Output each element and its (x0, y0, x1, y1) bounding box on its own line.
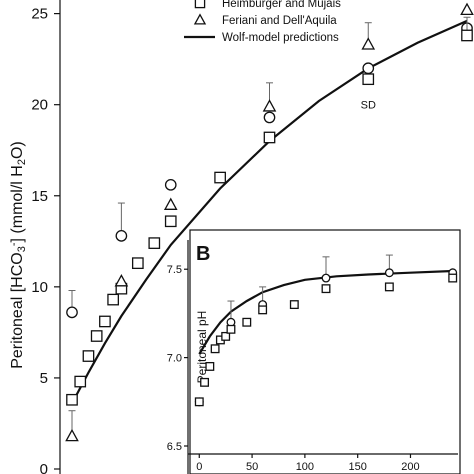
triangle-point (361, 37, 376, 50)
inset-square-point (205, 361, 215, 371)
legend-label: Feriani and Dell'Aquila (222, 15, 337, 27)
square-point (461, 29, 473, 42)
square-point (74, 375, 87, 388)
panel-b-inset-chart: 6.5 7.0 7.5 0 50 100 150 200 Peritoneal pH B (167, 229, 461, 474)
inset-square-point (321, 284, 331, 294)
inset-circle-point (321, 273, 331, 283)
circle-point (263, 111, 276, 124)
square-point (148, 237, 161, 249)
inset-square-point (200, 377, 210, 387)
legend-marker-triangle (193, 13, 207, 25)
inset-x-tick-label: 150 (349, 461, 367, 473)
inset-square-point (210, 344, 220, 354)
legend-label: Wolf-model predictions (222, 32, 339, 44)
square-point (131, 257, 144, 270)
legend-label: Heimburger and Mujais (222, 0, 341, 10)
y-tick-label-5: 5 (40, 370, 48, 387)
inset-x-tick-label: 100 (296, 461, 314, 473)
legend: Heimburger and Mujais Feriani and Dell'Aq… (184, 0, 341, 44)
annotation-sd: SD (361, 100, 376, 112)
triangle-point (262, 99, 277, 112)
inset-y-axis-label: Peritoneal pH (195, 311, 209, 384)
triangle-point (460, 2, 474, 16)
inset-square-point (242, 317, 252, 327)
square-point (164, 215, 177, 228)
inset-wolf-model-line (198, 269, 453, 355)
square-point (107, 293, 119, 306)
square-point (90, 330, 103, 342)
panel-a-chart: 0 5 10 15 20 25 Peritoneal [HCO3-] (mmol/l H2O… (8, 0, 474, 474)
inset-frame (189, 229, 461, 474)
square-point (66, 393, 78, 406)
inset-square-point (384, 282, 394, 292)
inset-y-tick-label: 7.0 (167, 353, 182, 365)
square-point (263, 131, 276, 144)
triangle-point (65, 428, 79, 442)
circle-point (164, 178, 177, 191)
triangle-point (163, 197, 178, 210)
inset-x-tick-label: 50 (246, 461, 258, 473)
inset-square-point (221, 331, 231, 341)
square-point (99, 315, 111, 328)
y-tick-label-15: 15 (31, 188, 48, 205)
circle-point (362, 62, 375, 75)
square-point (214, 171, 226, 184)
inset-square-point (226, 324, 236, 334)
inset-circle-point (384, 268, 394, 278)
y-tick-label-25: 25 (31, 6, 48, 23)
inset-square-point (194, 397, 204, 407)
inset-square-point (289, 300, 299, 310)
inset-square-point (258, 305, 268, 315)
y-tick-label-20: 20 (31, 97, 48, 114)
square-point (82, 350, 95, 362)
inset-x-tick-label: 200 (401, 461, 419, 473)
inset-x-tick-label: 0 (196, 461, 202, 473)
triangle-point (114, 274, 129, 287)
inset-y-tick-label: 6.5 (167, 441, 182, 453)
inset-square-point (448, 273, 458, 283)
series-wolf-model-line (71, 19, 468, 404)
y-axis-label: Peritoneal [HCO3-] (mmol/l H2O) (8, 141, 28, 369)
inset-panel-label: B (196, 243, 210, 265)
legend-marker-square (194, 0, 206, 9)
inset-y-tick-label: 7.5 (167, 264, 182, 276)
y-tick-label-10: 10 (31, 279, 48, 296)
circle-point (115, 229, 128, 242)
y-tick-label-0: 0 (40, 461, 48, 474)
circle-point (66, 306, 78, 319)
square-point (362, 73, 375, 86)
